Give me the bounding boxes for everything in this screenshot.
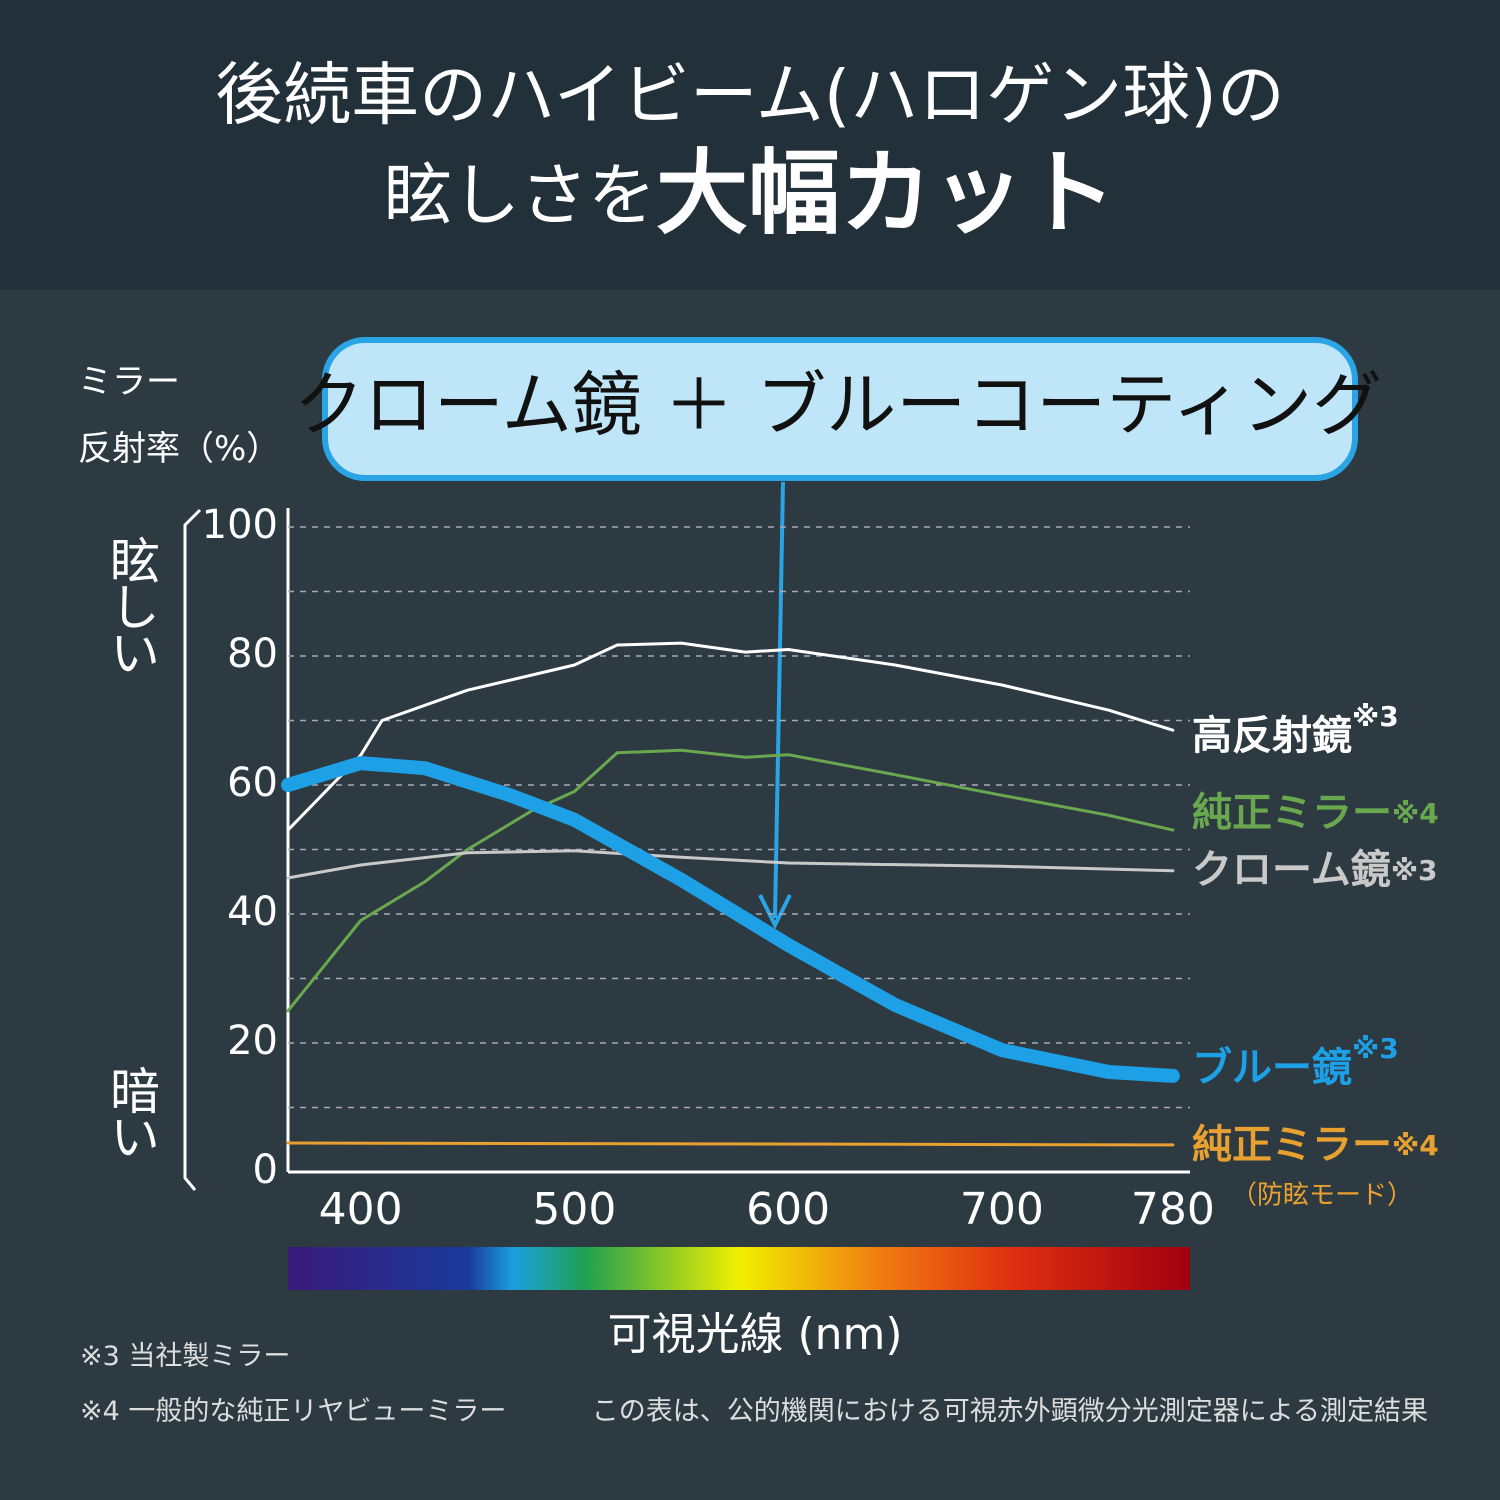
series-line: [286, 849, 1175, 880]
spectrum-bar: [288, 1247, 1190, 1290]
side-bottom: 暗い: [102, 1065, 160, 1157]
series-label: 純正ミラー※4: [1192, 1122, 1439, 1168]
series-note: ※4: [1392, 797, 1439, 830]
series-line: [281, 756, 1180, 1083]
series-label: クローム鏡※3: [1192, 847, 1438, 893]
series-name: ブルー鏡: [1192, 1045, 1352, 1091]
side-top: 眩しい: [102, 535, 160, 673]
x-tick-label: 780: [1131, 1184, 1215, 1235]
footnote: ※3 当社製ミラー: [80, 1341, 290, 1372]
y-tick-label: 80: [227, 631, 278, 677]
series-name: 純正ミラー: [1192, 790, 1392, 836]
y-tick-label: 40: [227, 889, 278, 935]
source: この表は、公的機関における可視赤外顕微分光測定器による測定結果: [592, 1396, 1428, 1427]
series-line: [286, 641, 1175, 832]
x-label: 可視光線 (nm): [607, 1309, 902, 1360]
series-label: 高反射鏡※3: [1192, 700, 1399, 759]
series-note: ※4: [1392, 1129, 1439, 1162]
title-emphasis: 大幅カット: [656, 140, 1116, 247]
callout: クローム鏡 ＋ ブルーコーティング: [294, 364, 1382, 446]
series-note: ※3: [1352, 1032, 1399, 1065]
footnote: ※4 一般的な純正リヤビューミラー: [80, 1396, 506, 1427]
y-label: ミラー: [78, 362, 180, 402]
y-tick-label: 20: [227, 1018, 278, 1064]
title2: 眩しさを大幅カット: [384, 140, 1116, 247]
x-tick-label: 400: [319, 1184, 403, 1235]
y-label: 反射率（%）: [78, 429, 280, 469]
y-tick-label: 100: [202, 502, 278, 548]
series-line: [286, 1141, 1175, 1147]
series-note: ※3: [1352, 700, 1399, 733]
series-label: 純正ミラー※4: [1192, 790, 1439, 836]
series-subnote: （防眩モード）: [1231, 1181, 1413, 1211]
x-tick-label: 700: [960, 1184, 1044, 1235]
x-tick-label: 500: [532, 1184, 616, 1235]
arrow-head: [758, 894, 792, 930]
x-tick-label: 600: [746, 1184, 830, 1235]
series-label: ブルー鏡※3: [1192, 1032, 1399, 1091]
y-tick-label: 60: [227, 760, 278, 806]
title-part: 眩しさを: [384, 157, 656, 236]
series-line: [286, 748, 1175, 1013]
series-name: 純正ミラー: [1192, 1122, 1392, 1168]
header-bg: [0, 0, 1500, 290]
title: 後続車のハイビーム(ハロゲン球)の: [215, 57, 1285, 136]
y-tick-label: 0: [253, 1147, 278, 1193]
bracket: [183, 508, 202, 1191]
series-name: クローム鏡: [1192, 847, 1391, 893]
callout-arrow: [773, 481, 785, 919]
callout-box: [322, 337, 1358, 481]
series-note: ※3: [1391, 854, 1438, 887]
series-name: 高反射鏡: [1192, 713, 1352, 759]
